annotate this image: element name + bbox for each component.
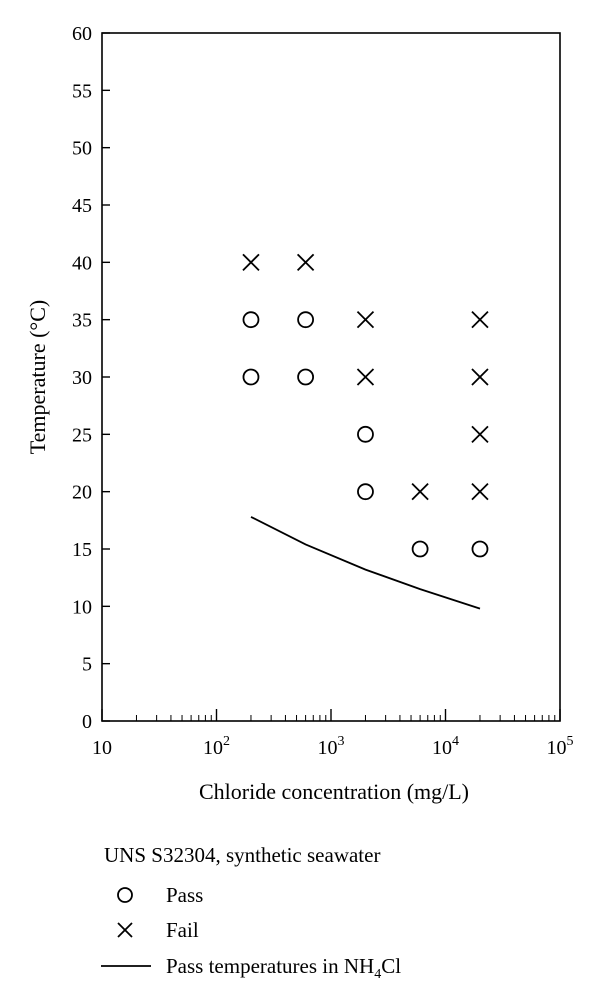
y-axis-title: Temperature (°C) xyxy=(25,300,50,454)
fail-point xyxy=(242,253,260,271)
fail-point xyxy=(471,425,489,443)
y-tick-label: 50 xyxy=(72,138,92,160)
y-tick-label: 10 xyxy=(72,596,92,618)
y-tick-label: 5 xyxy=(82,654,92,676)
legend: UNS S32304, synthetic seawater Pass Fail… xyxy=(101,843,401,982)
fail-point xyxy=(356,311,375,329)
plot-area-frame xyxy=(101,32,561,722)
y-tick-label: 40 xyxy=(72,252,92,274)
x-tick-label-base: 10 xyxy=(92,737,112,759)
series-layer xyxy=(242,253,489,610)
legend-pass-marker xyxy=(117,887,133,903)
x-tick-label-exponent: 5 xyxy=(567,734,574,749)
x-tick-label: 10 xyxy=(92,737,112,759)
nh4cl-pass-line xyxy=(250,516,481,610)
y-tick-label: 30 xyxy=(72,367,92,389)
legend-heading: UNS S32304, synthetic seawater xyxy=(104,843,380,867)
fail-point xyxy=(411,483,429,501)
y-tick-label: 20 xyxy=(72,482,92,504)
pass-point xyxy=(297,311,314,329)
x-tick-label-exponent: 2 xyxy=(223,734,230,749)
fail-point xyxy=(471,311,489,329)
legend-pass-label: Pass xyxy=(166,883,203,907)
legend-line-label-subscript: 4 xyxy=(374,967,381,982)
x-tick-label: 105 xyxy=(547,734,574,759)
y-tick-label: 0 xyxy=(82,711,92,733)
y-tick-label: 55 xyxy=(72,80,92,102)
x-tick-label-exponent: 3 xyxy=(338,734,345,749)
y-tick-label: 35 xyxy=(72,310,92,332)
x-tick-label-base: 10 xyxy=(547,737,567,759)
legend-fail-label: Fail xyxy=(166,918,199,942)
pass-point xyxy=(471,540,489,558)
pass-point xyxy=(297,368,314,386)
x-tick-label: 104 xyxy=(432,734,459,759)
y-tick-label: 25 xyxy=(72,424,92,446)
pass-point xyxy=(242,311,260,329)
legend-fail-marker xyxy=(117,922,133,938)
pass-point xyxy=(357,425,374,443)
y-tick-label: 15 xyxy=(72,539,92,561)
y-tick-label: 60 xyxy=(72,23,92,45)
fail-point xyxy=(471,368,489,386)
fail-point xyxy=(356,368,375,386)
x-tick-label-base: 10 xyxy=(318,737,338,759)
legend-line-label: Pass temperatures in NH4Cl xyxy=(166,954,401,982)
pass-point xyxy=(242,368,260,386)
x-tick-label-base: 10 xyxy=(432,737,452,759)
x-tick-label-base: 10 xyxy=(203,737,223,759)
legend-line-label-main: Pass temperatures in NH xyxy=(166,954,374,978)
pass-point xyxy=(411,540,429,558)
y-axis: 0 5 10 15 20 25 30 35 40 45 50 55 60 xyxy=(72,23,110,733)
fail-point xyxy=(296,253,315,271)
pass-point xyxy=(357,483,374,501)
x-tick-label: 102 xyxy=(203,734,230,759)
x-axis: 10 102 103 104 105 xyxy=(92,709,574,759)
y-tick-label: 45 xyxy=(72,195,92,217)
x-tick-label-exponent: 4 xyxy=(452,734,459,749)
fail-point xyxy=(471,483,489,501)
legend-line-label-suffix: Cl xyxy=(381,954,401,978)
x-tick-label: 103 xyxy=(318,734,345,759)
x-axis-title: Chloride concentration (mg/L) xyxy=(199,779,469,804)
